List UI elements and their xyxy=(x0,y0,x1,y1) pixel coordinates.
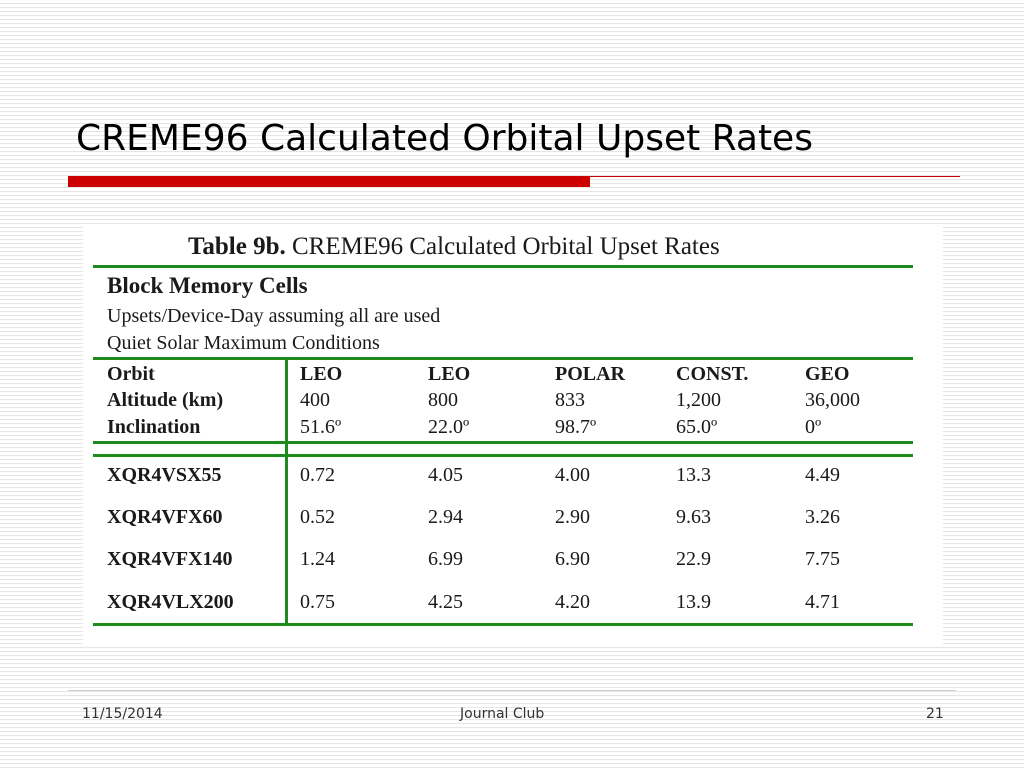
header-orbit: LEO xyxy=(300,363,343,385)
table-cell: 13.9 xyxy=(676,591,711,613)
header-orbit: POLAR xyxy=(555,363,625,385)
title-underline-thick xyxy=(68,176,590,187)
table-rule-divider-1 xyxy=(93,441,913,444)
header-label-orbit: Orbit xyxy=(107,363,155,385)
section-title: Block Memory Cells xyxy=(107,273,308,298)
header-inclination: 22.0º xyxy=(428,416,470,438)
table-rule-top xyxy=(93,265,913,268)
table-cell: 4.05 xyxy=(428,464,463,486)
table-caption: Table 9b. CREME96 Calculated Orbital Ups… xyxy=(188,233,720,261)
table-cell: 6.99 xyxy=(428,548,463,570)
row-device-label: XQR4VFX140 xyxy=(107,548,233,570)
table-cell: 2.94 xyxy=(428,506,463,528)
header-altitude: 833 xyxy=(555,389,585,411)
table-cell: 4.71 xyxy=(805,591,840,613)
row-device-label: XQR4VLX200 xyxy=(107,591,234,613)
table-rule-bottom xyxy=(93,623,913,626)
table-cell: 2.90 xyxy=(555,506,590,528)
table-cell: 3.26 xyxy=(805,506,840,528)
table-caption-text: CREME96 Calculated Orbital Upset Rates xyxy=(285,233,720,260)
table-cell: 0.52 xyxy=(300,506,335,528)
header-label-altitude: Altitude (km) xyxy=(107,389,224,411)
upset-rates-table: Table 9b. CREME96 Calculated Orbital Ups… xyxy=(83,227,943,645)
table-cell: 0.72 xyxy=(300,464,335,486)
header-altitude: 36,000 xyxy=(805,389,860,411)
title-underline-thin xyxy=(590,176,960,177)
table-cell: 1.24 xyxy=(300,548,335,570)
table-cell: 4.20 xyxy=(555,591,590,613)
table-cell: 7.75 xyxy=(805,548,840,570)
row-device-label: XQR4VFX60 xyxy=(107,506,223,528)
footer-rule xyxy=(68,690,956,691)
footer-date: 11/15/2014 xyxy=(82,706,163,722)
table-rule-divider-2 xyxy=(93,454,913,457)
header-inclination: 98.7º xyxy=(555,416,597,438)
table-cell: 0.75 xyxy=(300,591,335,613)
table-note: Quiet Solar Maximum Conditions xyxy=(107,332,380,354)
header-altitude: 400 xyxy=(300,389,330,411)
header-inclination: 65.0º xyxy=(676,416,718,438)
header-label-inclination: Inclination xyxy=(107,416,201,438)
footer-title: Journal Club xyxy=(460,706,545,722)
slide-title: CREME96 Calculated Orbital Upset Rates xyxy=(76,118,813,159)
header-inclination: 0º xyxy=(805,416,822,438)
table-cell: 4.25 xyxy=(428,591,463,613)
table-cell: 4.49 xyxy=(805,464,840,486)
table-cell: 6.90 xyxy=(555,548,590,570)
row-device-label: XQR4VSX55 xyxy=(107,464,222,486)
header-inclination: 51.6º xyxy=(300,416,342,438)
table-cell: 22.9 xyxy=(676,548,711,570)
table-vertical-rule xyxy=(285,357,288,625)
header-orbit: CONST. xyxy=(676,363,749,385)
header-orbit: GEO xyxy=(805,363,850,385)
header-altitude: 800 xyxy=(428,389,458,411)
header-altitude: 1,200 xyxy=(676,389,721,411)
footer-page-number: 21 xyxy=(926,706,944,722)
table-note: Upsets/Device-Day assuming all are used xyxy=(107,305,441,327)
table-rule-header xyxy=(93,357,913,360)
table-cell: 4.00 xyxy=(555,464,590,486)
table-caption-label: Table 9b. xyxy=(188,233,286,260)
table-cell: 13.3 xyxy=(676,464,711,486)
header-orbit: LEO xyxy=(428,363,471,385)
table-cell: 9.63 xyxy=(676,506,711,528)
